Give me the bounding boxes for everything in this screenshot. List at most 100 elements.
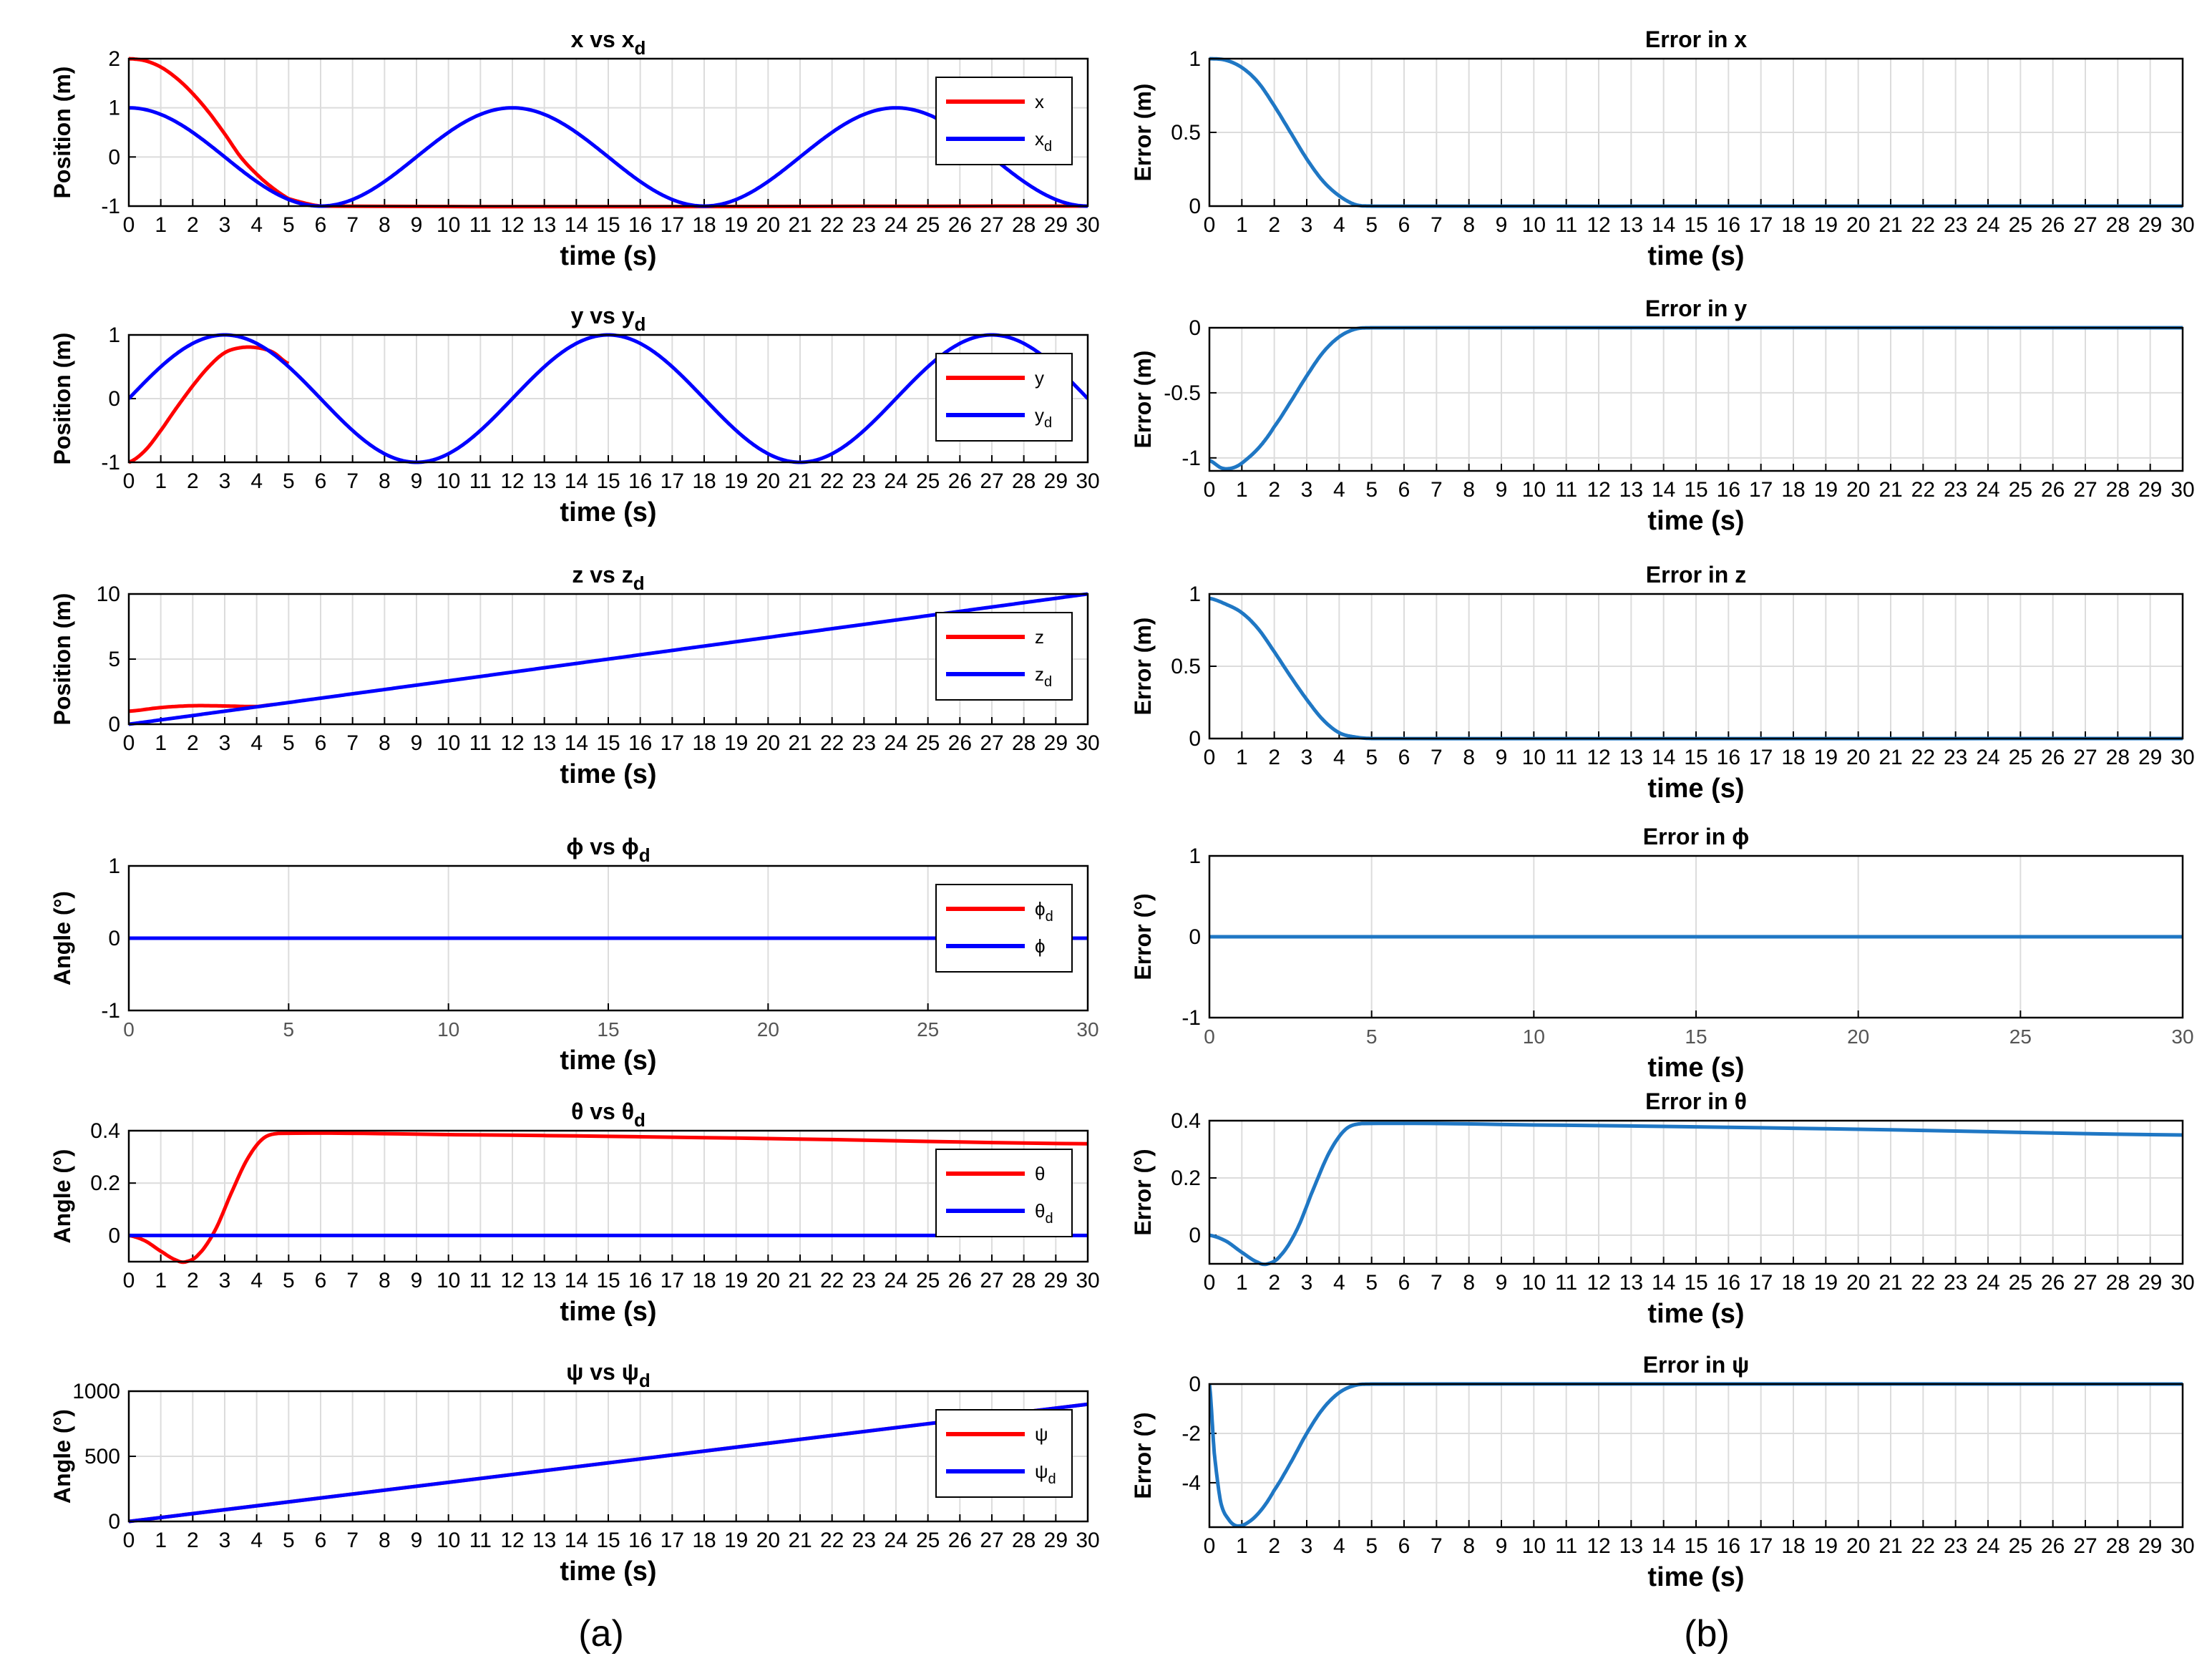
x-tick-label: 17: [1749, 746, 1773, 769]
x-tick-label: 23: [1944, 1534, 1967, 1558]
x-tick-label: 5: [1365, 746, 1378, 769]
chart-ex: 0 1 2 3 4 5 6 7 8 9 10 11 12 13 14 15 16 17 18 19 20 21 22 23 24…: [1130, 26, 2195, 271]
panel-label-a: (a): [578, 1613, 624, 1655]
legend-entry-name: x: [1035, 128, 1044, 150]
x-tick-label: 25: [2009, 1026, 2032, 1048]
legend-entry-name: z: [1035, 626, 1044, 648]
x-tick-label: 6: [315, 1269, 327, 1292]
x-tick-label: 14: [1652, 1534, 1675, 1558]
chart-title: Error in z: [1646, 562, 1746, 588]
legend-entry-name: y: [1035, 404, 1044, 426]
legend-entry: zd: [1035, 663, 1052, 690]
x-tick-label: 0: [1204, 746, 1216, 769]
chart-title-main: Error in ϕ: [1643, 824, 1749, 849]
y-tick-label: 0.4: [90, 1119, 120, 1143]
y-axis-label: Angle (°): [49, 891, 75, 985]
x-tick-label: 9: [411, 1269, 423, 1292]
x-tick-label: 0: [123, 1529, 135, 1552]
chart-title: Error in θ: [1645, 1088, 1747, 1114]
x-tick-label: 26: [948, 1529, 972, 1552]
x-tick-label: 28: [1012, 1529, 1036, 1552]
x-tick-label: 2: [1268, 746, 1280, 769]
x-tick-label: 15: [596, 469, 620, 493]
x-tick-label: 19: [724, 1529, 748, 1552]
x-tick-label: 11: [469, 731, 492, 755]
x-tick-label: 8: [1463, 1534, 1475, 1558]
x-tick-label: 14: [565, 1269, 588, 1292]
chart-title: θ vs θd: [571, 1098, 645, 1131]
x-tick-label: 28: [2106, 1534, 2130, 1558]
x-tick-label: 18: [692, 469, 716, 493]
x-tick-label: 28: [1012, 469, 1036, 493]
x-tick-label: 9: [1496, 746, 1508, 769]
x-tick-label: 21: [1879, 1534, 1902, 1558]
x-tick-label: 30: [2170, 1271, 2194, 1295]
x-tick-label: 22: [820, 1269, 844, 1292]
x-tick-label: 26: [2041, 1534, 2065, 1558]
x-tick-label: 23: [852, 1269, 876, 1292]
x-tick-label: 7: [1431, 1534, 1443, 1558]
x-tick-label: 16: [1717, 478, 1740, 502]
x-tick-label: 12: [1587, 746, 1610, 769]
x-tick-label: 12: [500, 469, 524, 493]
x-tick-label: 16: [1717, 213, 1740, 237]
legend-entry: x: [1035, 91, 1044, 112]
x-tick-label: 30: [1076, 1269, 1099, 1292]
x-tick-label: 6: [1398, 213, 1410, 237]
legend-entry-sub: d: [1048, 1471, 1056, 1487]
x-tick-label: 18: [1781, 746, 1805, 769]
x-tick-label: 15: [1684, 1271, 1707, 1295]
x-tick-label: 5: [283, 1269, 295, 1292]
chart-title: ϕ vs ϕd: [566, 834, 650, 866]
x-tick-label: 0: [123, 469, 135, 493]
x-tick-label: 11: [469, 213, 492, 237]
axes-frame: [1208, 57, 2184, 208]
x-tick-label: 4: [1333, 746, 1345, 769]
x-tick-label: 5: [283, 213, 295, 237]
x-tick-label: 3: [219, 213, 231, 237]
legend-entry: ψd: [1035, 1461, 1056, 1487]
x-tick-label: 15: [1684, 478, 1707, 502]
x-tick-label: 12: [1587, 1534, 1610, 1558]
x-tick-label: 10: [1523, 1026, 1545, 1048]
x-tick-label: 28: [2106, 1271, 2130, 1295]
chart-title-main: Error in z: [1646, 562, 1746, 588]
x-tick-label: 4: [1333, 213, 1345, 237]
x-tick-label: 28: [1012, 731, 1036, 755]
x-tick-label: 10: [1522, 1271, 1546, 1295]
x-tick-label: 25: [916, 1269, 940, 1292]
axes-frame: [1208, 593, 2184, 740]
x-tick-label: 10: [1522, 1534, 1546, 1558]
legend-entry-name: θ: [1035, 1163, 1045, 1184]
x-tick-label: 8: [1463, 1271, 1475, 1295]
x-tick-label: 0: [1204, 1534, 1216, 1558]
x-tick-label: 18: [692, 213, 716, 237]
x-tick-label: 25: [2009, 478, 2032, 502]
x-tick-label: 27: [2073, 746, 2097, 769]
x-tick-label: 13: [532, 469, 556, 493]
x-tick-label: 9: [1496, 478, 1508, 502]
x-tick-label: 22: [1911, 213, 1935, 237]
x-tick-label: 20: [756, 213, 780, 237]
x-tick-label: 20: [756, 469, 780, 493]
y-tick-label: 0: [1189, 1373, 1201, 1396]
y-tick-label: 0: [108, 1224, 120, 1247]
y-tick-label: 1: [108, 323, 120, 347]
x-tick-label: 7: [346, 1269, 359, 1292]
x-axis-label: time (s): [1647, 1299, 1744, 1329]
legend-box: [935, 884, 1073, 973]
x-tick-label: 2: [1268, 1271, 1280, 1295]
x-tick-label: 14: [565, 213, 588, 237]
x-tick-label: 11: [1555, 1271, 1577, 1295]
x-tick-label: 20: [757, 1018, 779, 1041]
x-tick-label: 13: [1619, 1534, 1643, 1558]
y-tick-label: 0.2: [90, 1171, 120, 1195]
chart-title-main: ϕ vs ϕ: [566, 834, 638, 859]
x-tick-label: 23: [1944, 746, 1967, 769]
y-tick-label: 1: [108, 97, 120, 120]
x-tick-label: 10: [437, 1018, 459, 1041]
legend-entry-name: ψ: [1035, 1423, 1048, 1445]
x-tick-label: 30: [1076, 213, 1099, 237]
x-tick-label: 30: [2170, 478, 2194, 502]
x-tick-label: 8: [1463, 478, 1475, 502]
